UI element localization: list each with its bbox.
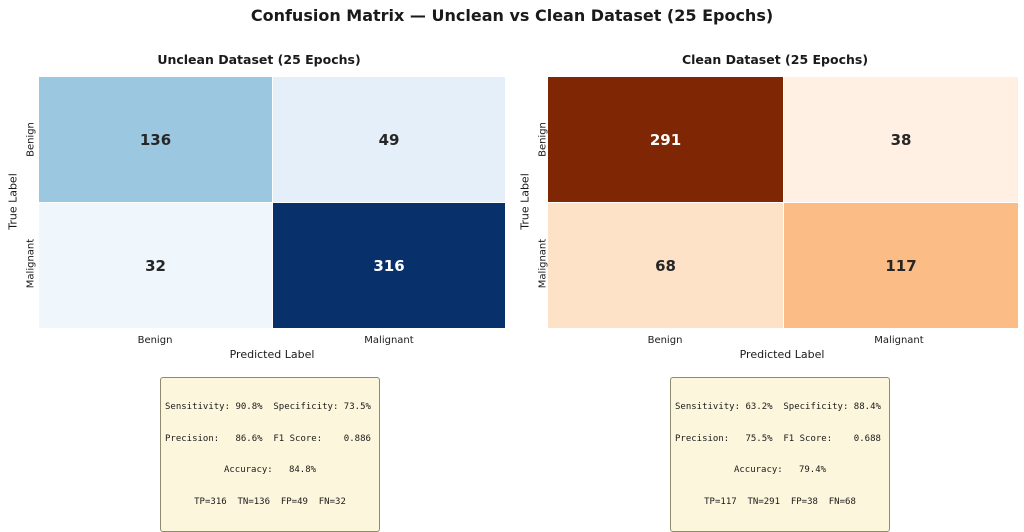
- unclean-panel: Unclean Dataset (25 Epochs) True Label B…: [0, 0, 512, 532]
- unclean-xtick-benign: Benign: [137, 335, 173, 346]
- clean-cell-1-1: 117: [783, 202, 1018, 328]
- unclean-stats-box: Sensitivity: 90.8% Specificity: 73.5% Pr…: [160, 377, 380, 532]
- clean-stats-box: Sensitivity: 63.2% Specificity: 88.4% Pr…: [670, 377, 890, 532]
- unclean-ytick-benign: Benign: [25, 122, 37, 157]
- clean-stats-line2: Precision: 75.5% F1 Score: 0.688: [675, 433, 881, 444]
- unclean-cell-1-0: 32: [39, 202, 272, 328]
- clean-stats-line1: Sensitivity: 63.2% Specificity: 88.4%: [675, 402, 881, 412]
- unclean-stats-line2: Precision: 86.6% F1 Score: 0.886: [165, 433, 371, 444]
- unclean-xlabel: Predicted Label: [229, 348, 315, 361]
- clean-ytick-malignant: Malignant: [537, 238, 549, 289]
- clean-cell-1-0: 68: [548, 202, 783, 328]
- clean-ytick-benign: Benign: [537, 122, 549, 157]
- figure-title: Confusion Matrix — Unclean vs Clean Data…: [250, 6, 774, 25]
- clean-cell-0-0: 291: [548, 77, 783, 202]
- unclean-cell-1-1: 316: [272, 202, 505, 328]
- clean-xtick-benign: Benign: [647, 335, 683, 346]
- unclean-stats-line3: Accuracy: 84.8%: [223, 465, 317, 475]
- unclean-xtick-malignant: Malignant: [364, 335, 414, 346]
- clean-stats-line4: TP=117 TN=291 FP=38 FN=68: [704, 496, 856, 507]
- clean-title: Clean Dataset (25 Epochs): [681, 52, 869, 67]
- unclean-cell-0-1: 49: [272, 77, 505, 202]
- clean-matrix: 291 38 68 117: [548, 77, 1018, 328]
- clean-ylabel: True Label: [518, 173, 532, 230]
- unclean-ylabel: True Label: [6, 173, 20, 230]
- unclean-cell-0-0: 136: [39, 77, 272, 202]
- unclean-ytick-malignant: Malignant: [25, 238, 37, 289]
- clean-xtick-malignant: Malignant: [874, 335, 924, 346]
- clean-panel: Clean Dataset (25 Epochs) True Label Ben…: [512, 0, 1024, 532]
- clean-xlabel: Predicted Label: [739, 348, 825, 361]
- clean-cell-0-1: 38: [783, 77, 1018, 202]
- unclean-stats-line4: TP=316 TN=136 FP=49 FN=32: [194, 496, 346, 507]
- unclean-title: Unclean Dataset (25 Epochs): [157, 52, 361, 67]
- unclean-matrix: 136 49 32 316: [39, 77, 505, 328]
- clean-stats-line3: Accuracy: 79.4%: [733, 465, 827, 475]
- unclean-stats-line1: Sensitivity: 90.8% Specificity: 73.5%: [165, 402, 371, 412]
